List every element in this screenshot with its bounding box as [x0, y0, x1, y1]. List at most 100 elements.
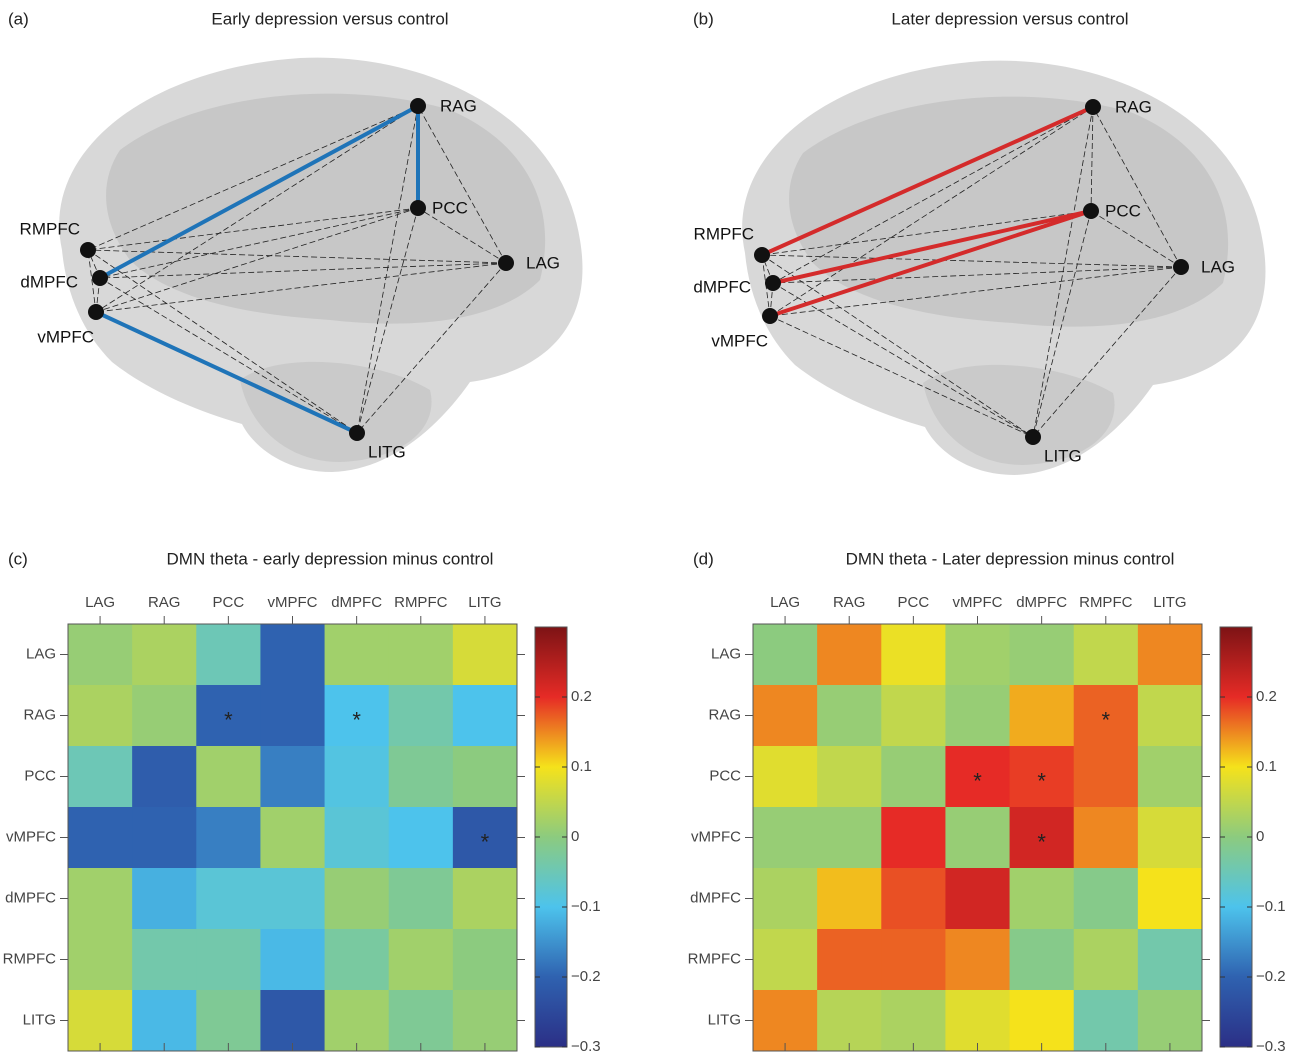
y-tick-label: RAG [23, 706, 56, 723]
heatmap-cell [196, 746, 261, 808]
x-tick-label: RAG [148, 594, 181, 611]
node-label: vMPFC [37, 327, 94, 346]
node-label: vMPFC [711, 331, 768, 350]
heatmap-cell [68, 746, 133, 808]
heatmap-cell [325, 624, 390, 686]
heatmap-cell [132, 685, 197, 747]
heatmap-cell [753, 685, 818, 747]
heatmap-cell [1010, 685, 1075, 747]
heatmap-cell [1074, 746, 1139, 808]
diagram-title: Later depression versus control [891, 9, 1128, 28]
heatmap-cell [881, 929, 946, 991]
x-tick-label: dMPFC [1016, 594, 1067, 611]
heatmap-cell [945, 685, 1010, 747]
heatmap-cell [881, 990, 946, 1052]
x-tick-label: PCC [898, 594, 930, 611]
x-tick-label: LAG [770, 594, 800, 611]
heatmap-cell [132, 624, 197, 686]
node-label: RMPFC [694, 224, 754, 243]
heatmap-cell [260, 746, 325, 808]
panel-label: (c) [8, 549, 28, 568]
x-tick-label: RAG [833, 594, 866, 611]
heatmap-cell [817, 990, 882, 1052]
heatmap-cell [453, 929, 518, 991]
node-label: RAG [1115, 97, 1152, 116]
node-label: RMPFC [20, 219, 80, 238]
y-tick-label: PCC [24, 767, 56, 784]
heatmap-cell [945, 868, 1010, 930]
node [1085, 99, 1101, 115]
node-label: LITG [368, 442, 406, 461]
heatmap-cell [945, 990, 1010, 1052]
page: (a)Early depression versus controlLAGRAG… [0, 0, 1305, 1055]
heatmap-cell [1138, 868, 1203, 930]
heatmap-cell [945, 624, 1010, 686]
heatmap-cell [196, 929, 261, 991]
heatmap-cell [68, 685, 133, 747]
colorbar-tick-label: −0.2 [1256, 968, 1286, 985]
heatmap-cell [453, 746, 518, 808]
heatmap-cell [453, 624, 518, 686]
heatmap-cell [945, 929, 1010, 991]
x-tick-label: RMPFC [394, 594, 447, 611]
heatmap-cell [260, 990, 325, 1052]
y-tick-label: LITG [23, 1011, 56, 1028]
heatmap-cell [389, 929, 454, 991]
colorbar-tick-label: 0.1 [1256, 758, 1277, 775]
chart-title: DMN theta - early depression minus contr… [167, 549, 494, 568]
heatmap-cell [1138, 624, 1203, 686]
heatmap-cell [453, 685, 518, 747]
heatmap-cell [881, 624, 946, 686]
heatmap-cell [389, 868, 454, 930]
heatmap-cell [260, 868, 325, 930]
heatmap-cell [389, 990, 454, 1052]
heatmap-cell [453, 868, 518, 930]
heatmap-cell [132, 929, 197, 991]
heatmap-cell [68, 868, 133, 930]
heatmap-cell [1074, 624, 1139, 686]
y-tick-label: vMPFC [691, 828, 741, 845]
heatmap-cell [1010, 624, 1075, 686]
node [1025, 429, 1041, 445]
x-tick-label: LITG [468, 594, 501, 611]
y-tick-label: RAG [708, 706, 741, 723]
node-label: RAG [440, 96, 477, 115]
panel-label: (b) [693, 9, 714, 28]
heatmap-cell [132, 746, 197, 808]
panel-label: (a) [8, 9, 29, 28]
heatmap-cell [753, 929, 818, 991]
node-label: dMPFC [693, 277, 751, 296]
x-tick-label: LITG [1153, 594, 1186, 611]
node-label: LAG [1201, 257, 1235, 276]
heatmap-cell [881, 868, 946, 930]
heatmap-cell [881, 807, 946, 869]
node-label: PCC [432, 198, 468, 217]
significance-marker: * [481, 829, 490, 854]
y-tick-label: RMPFC [3, 950, 56, 967]
node [1173, 259, 1189, 275]
heatmap-cell [817, 685, 882, 747]
node-label: PCC [1105, 201, 1141, 220]
heatmap-cell [753, 807, 818, 869]
y-tick-label: LAG [711, 645, 741, 662]
heatmap-cell [1138, 746, 1203, 808]
heatmap-cell [1010, 929, 1075, 991]
heatmap-cell [1010, 868, 1075, 930]
heatmap-cell [132, 868, 197, 930]
heatmap-cell [389, 685, 454, 747]
colorbar-tick-label: 0.2 [571, 688, 592, 705]
node [762, 308, 778, 324]
colorbar-tick-label: −0.1 [1256, 898, 1286, 915]
x-tick-label: PCC [213, 594, 245, 611]
heatmap-cell [753, 746, 818, 808]
heatmap-cell [1074, 990, 1139, 1052]
heatmap-cell [1138, 990, 1203, 1052]
node [1083, 203, 1099, 219]
heatmap-cell [817, 624, 882, 686]
panel-label: (d) [693, 549, 714, 568]
colorbar-tick-label: −0.1 [571, 898, 601, 915]
heatmap-cell [389, 746, 454, 808]
node-label: LITG [1044, 446, 1082, 465]
heatmap-cell [389, 624, 454, 686]
heatmap-cell [325, 990, 390, 1052]
